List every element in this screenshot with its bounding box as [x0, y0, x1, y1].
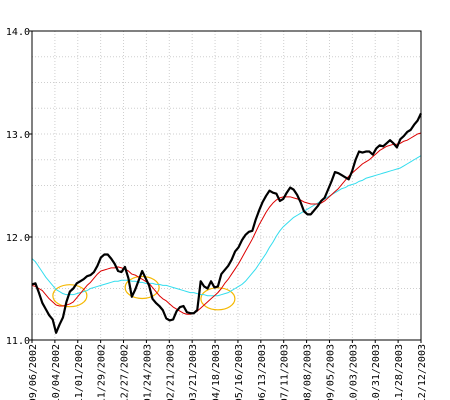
y-tick-label: 13.0 — [6, 130, 30, 141]
annotation-ellipse — [52, 284, 88, 308]
x-tick-label: 12/12/2003 — [417, 344, 428, 400]
x-tick-label: 02/21/2003 — [165, 344, 176, 400]
series-line-black — [31, 112, 422, 334]
x-tick-label: 03/21/2003 — [188, 344, 199, 400]
x-tick-label: 05/16/2003 — [234, 344, 245, 400]
x-tick-label: 07/11/2003 — [280, 344, 291, 400]
x-tick-label: 10/04/2002 — [51, 344, 62, 400]
x-tick-label: 11/28/2003 — [394, 344, 405, 400]
x-tick-label: 04/18/2003 — [211, 344, 222, 400]
x-tick-label: 10/31/2003 — [371, 344, 382, 400]
x-tick-label: 09/06/2002 — [28, 344, 39, 400]
series-group — [31, 112, 422, 334]
y-tick-label: 12.0 — [6, 233, 30, 244]
y-tick-label: 11.0 — [6, 336, 30, 347]
x-tick-label: 09/05/2003 — [325, 344, 336, 400]
x-tick-label: 11/01/2002 — [74, 344, 85, 400]
y-axis: 11.0 12.0 13.0 14.0 — [6, 27, 32, 347]
x-tick-label: 06/13/2003 — [257, 344, 268, 400]
series-line-cyan — [31, 155, 422, 297]
x-axis: 09/06/2002 10/04/2002 11/01/2002 11/29/2002… — [28, 340, 428, 400]
x-tick-label: 08/08/2003 — [303, 344, 314, 400]
x-tick-label: 10/03/2003 — [348, 344, 359, 400]
y-tick-label: 14.0 — [6, 27, 30, 38]
plot-frame — [31, 30, 422, 341]
annotations — [52, 275, 236, 311]
annotation-ellipse — [200, 287, 236, 311]
x-tick-label: 11/29/2002 — [97, 344, 108, 400]
series-line-red — [31, 132, 422, 315]
x-tick-label: 01/24/2003 — [142, 344, 153, 400]
x-tick-label: 12/27/2002 — [120, 344, 131, 400]
annotation-ellipse — [124, 275, 160, 300]
